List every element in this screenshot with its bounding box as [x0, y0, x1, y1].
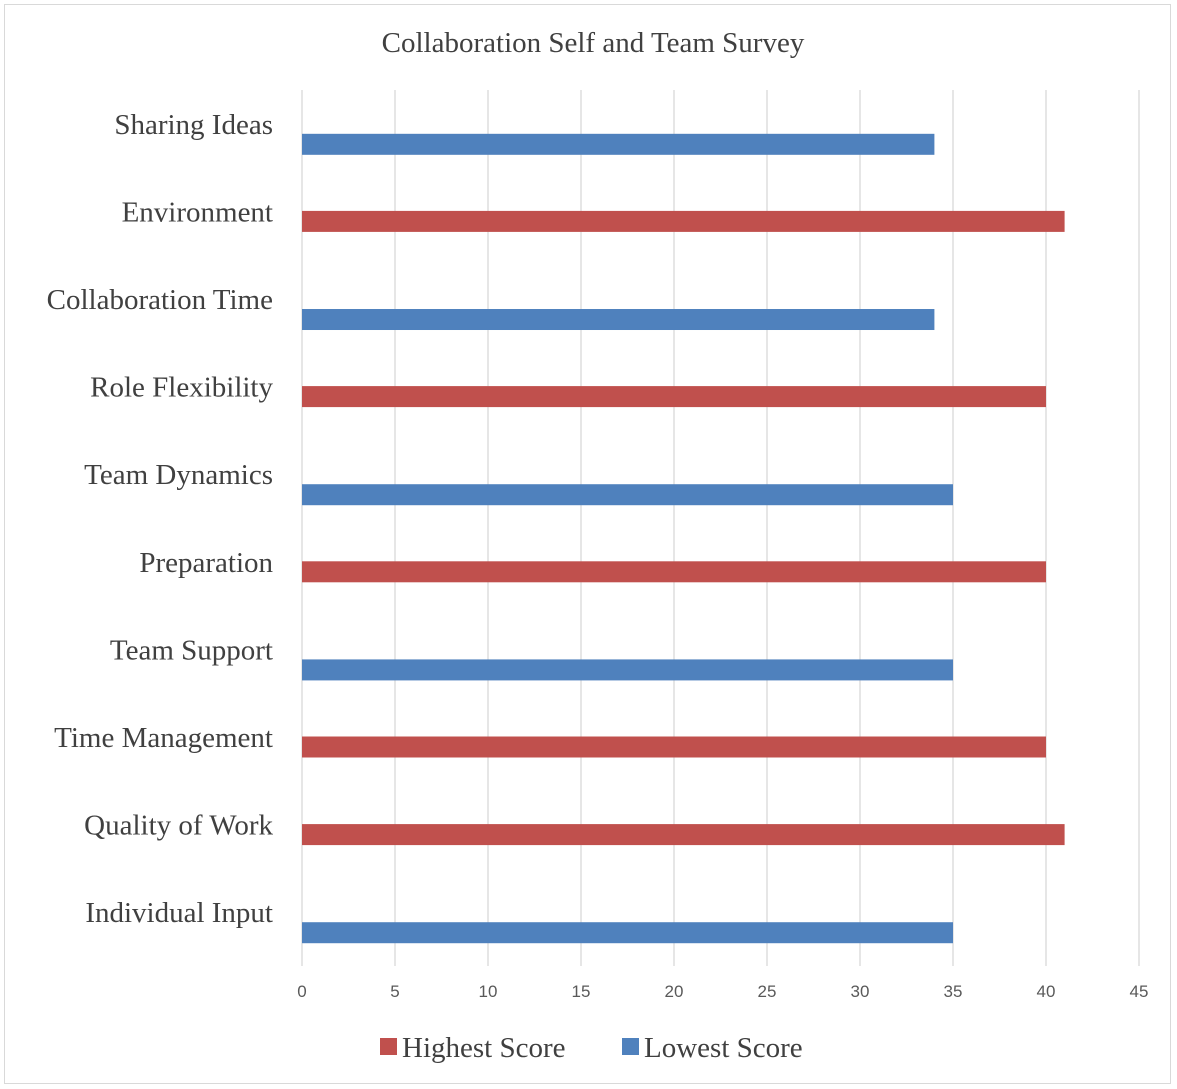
x-tick-label: 5	[390, 982, 399, 1001]
x-tick-label: 40	[1037, 982, 1056, 1001]
category-label: Environment	[122, 196, 273, 228]
x-tick-label: 30	[851, 982, 870, 1001]
y-axis-category-labels: Sharing Ideas Environment Collaboration Ti…	[47, 109, 274, 929]
category-label: Team Dynamics	[84, 459, 273, 491]
bar-lowest-score	[302, 484, 953, 506]
category-label: Sharing Ideas	[114, 109, 273, 141]
bar-highest-score	[302, 736, 1046, 758]
category-label: Collaboration Time	[47, 284, 273, 316]
legend-label: Highest Score	[402, 1032, 566, 1064]
bar-lowest-score	[302, 659, 953, 681]
bar-highest-score	[302, 210, 1065, 232]
x-tick-label: 0	[297, 982, 306, 1001]
legend: Highest Score Lowest Score	[380, 1032, 803, 1064]
x-tick-label: 15	[572, 982, 591, 1001]
bar-highest-score	[302, 824, 1065, 846]
x-tick-label: 35	[944, 982, 963, 1001]
category-label: Quality of Work	[84, 810, 273, 842]
bar-lowest-score	[302, 309, 935, 331]
legend-swatch	[380, 1038, 397, 1055]
bar-highest-score	[302, 386, 1046, 408]
bar-lowest-score	[302, 133, 935, 155]
bar-highest-score	[302, 561, 1046, 583]
x-tick-label: 25	[758, 982, 777, 1001]
category-label: Time Management	[54, 722, 273, 754]
legend-label: Lowest Score	[644, 1032, 803, 1064]
gridlines	[301, 90, 1140, 966]
bars	[302, 133, 1065, 944]
x-axis-tick-labels: 0 5 10 15 20 25 30 35 40 45	[297, 982, 1148, 1001]
category-label: Individual Input	[85, 897, 273, 929]
bar-lowest-score	[302, 922, 953, 944]
x-tick-label: 45	[1130, 982, 1149, 1001]
category-label: Team Support	[110, 634, 273, 666]
x-tick-label: 20	[665, 982, 684, 1001]
legend-swatch	[622, 1038, 639, 1055]
chart-title: Collaboration Self and Team Survey	[382, 27, 805, 59]
chart-frame	[4, 4, 1171, 1084]
category-label: Role Flexibility	[90, 372, 273, 404]
category-label: Preparation	[139, 547, 273, 579]
x-tick-label: 10	[479, 982, 498, 1001]
